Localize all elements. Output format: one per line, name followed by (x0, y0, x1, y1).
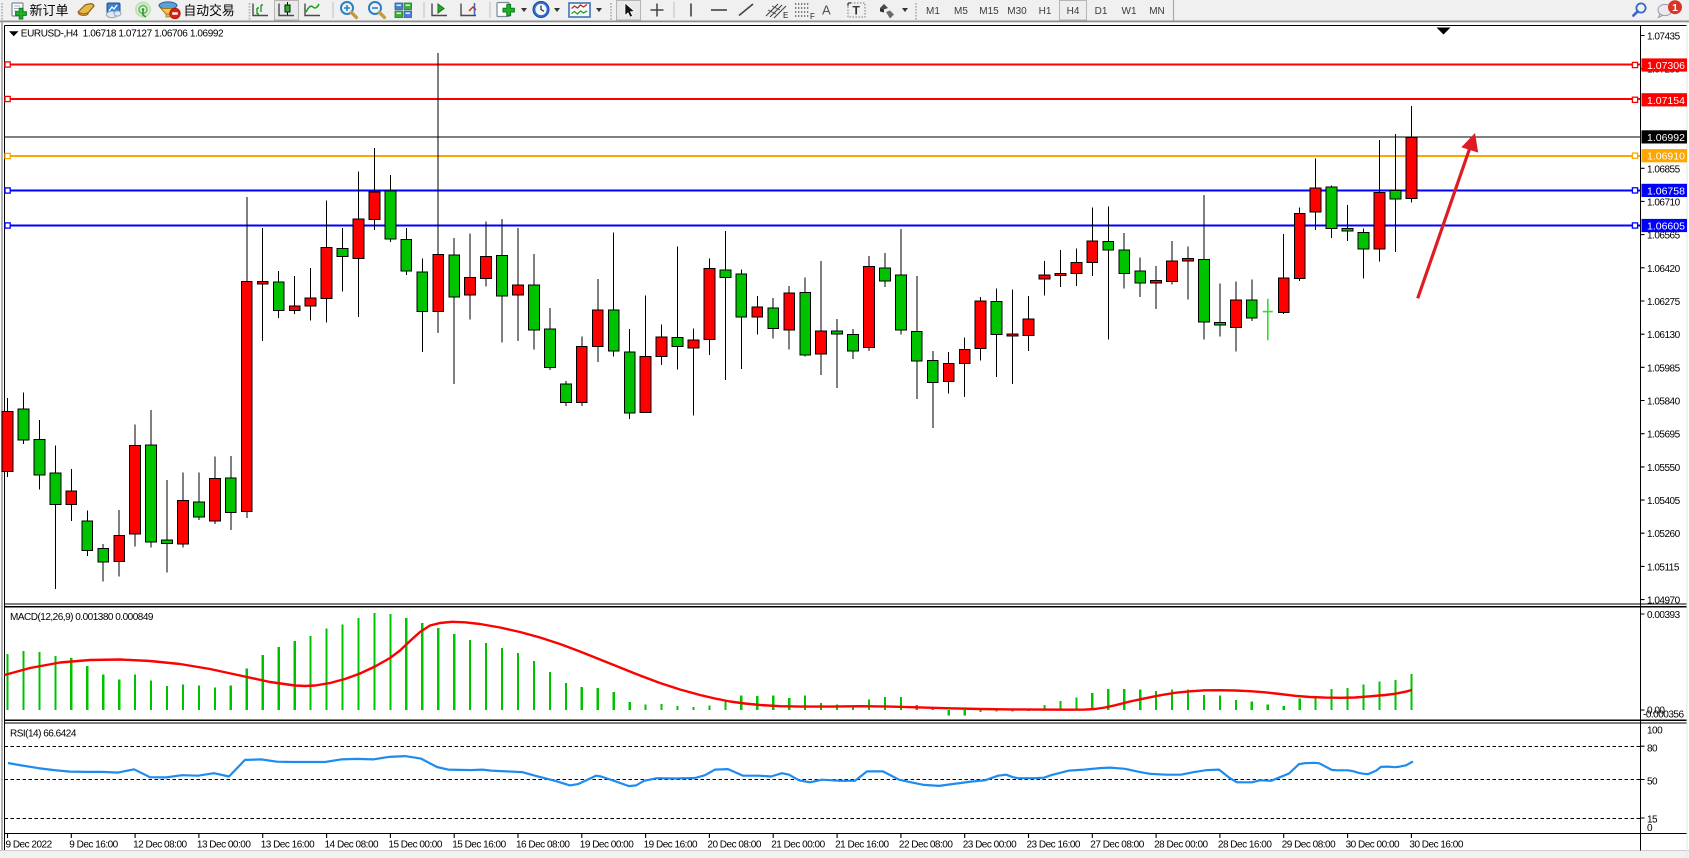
svg-text:30 Dec 16:00: 30 Dec 16:00 (1409, 840, 1463, 851)
svg-text:12 Dec 08:00: 12 Dec 08:00 (133, 840, 187, 851)
svg-text:E: E (783, 11, 788, 20)
svg-text:16 Dec 08:00: 16 Dec 08:00 (516, 840, 570, 851)
svg-text:27 Dec 08:00: 27 Dec 08:00 (1090, 840, 1144, 851)
svg-text:1.05260: 1.05260 (1647, 529, 1681, 540)
svg-text:M5: M5 (954, 6, 968, 17)
svg-text:50: 50 (1647, 776, 1658, 787)
svg-text:1: 1 (1672, 2, 1678, 14)
svg-text:1.05115: 1.05115 (1647, 562, 1680, 573)
svg-text:1.05695: 1.05695 (1647, 430, 1681, 441)
svg-text:H4: H4 (1067, 6, 1080, 17)
svg-text:28 Dec 16:00: 28 Dec 16:00 (1218, 840, 1272, 851)
svg-text:19 Dec 00:00: 19 Dec 00:00 (580, 840, 634, 851)
svg-text:D1: D1 (1095, 6, 1108, 17)
svg-text:1.06605: 1.06605 (1647, 221, 1685, 233)
svg-text:1.06710: 1.06710 (1647, 197, 1681, 208)
svg-text:22 Dec 08:00: 22 Dec 08:00 (899, 840, 953, 851)
svg-text:M15: M15 (979, 6, 999, 17)
svg-text:0.00: 0.00 (1647, 706, 1665, 717)
svg-text:23 Dec 00:00: 23 Dec 00:00 (963, 840, 1017, 851)
svg-text:M30: M30 (1007, 6, 1027, 17)
svg-text:20 Dec 08:00: 20 Dec 08:00 (707, 840, 761, 851)
svg-text:15: 15 (1647, 814, 1658, 825)
svg-text:1.06565: 1.06565 (1647, 231, 1681, 242)
svg-text:T: T (853, 4, 861, 18)
svg-text:15 Dec 16:00: 15 Dec 16:00 (452, 840, 506, 851)
svg-text:1.05405: 1.05405 (1647, 496, 1681, 507)
svg-text:RSI(14) 66.6424: RSI(14) 66.6424 (10, 729, 77, 740)
svg-text:29 Dec 08:00: 29 Dec 08:00 (1282, 840, 1336, 851)
svg-text:1.06855: 1.06855 (1647, 164, 1681, 175)
svg-text:30 Dec 00:00: 30 Dec 00:00 (1346, 840, 1400, 851)
svg-text:9 Dec 2022: 9 Dec 2022 (6, 840, 53, 851)
svg-text:15 Dec 00:00: 15 Dec 00:00 (388, 840, 442, 851)
svg-text:28 Dec 00:00: 28 Dec 00:00 (1154, 840, 1208, 851)
svg-text:W1: W1 (1122, 6, 1137, 17)
svg-text:1.06130: 1.06130 (1647, 330, 1681, 341)
svg-text:19 Dec 16:00: 19 Dec 16:00 (644, 840, 698, 851)
svg-text:-0.000356: -0.000356 (1643, 710, 1684, 721)
svg-text:23 Dec 16:00: 23 Dec 16:00 (1027, 840, 1081, 851)
svg-text:1.04970: 1.04970 (1647, 596, 1681, 607)
svg-text:1.06275: 1.06275 (1647, 297, 1681, 308)
svg-text:MN: MN (1149, 6, 1165, 17)
svg-text:1.07435: 1.07435 (1647, 32, 1681, 43)
svg-text:1.06910: 1.06910 (1647, 151, 1685, 163)
svg-text:21 Dec 00:00: 21 Dec 00:00 (771, 840, 825, 851)
svg-text:21 Dec 16:00: 21 Dec 16:00 (835, 840, 889, 851)
svg-text:13 Dec 00:00: 13 Dec 00:00 (197, 840, 251, 851)
svg-text:自动交易: 自动交易 (184, 3, 235, 18)
svg-text:1.06420: 1.06420 (1647, 264, 1681, 275)
svg-text:EURUSD-,H4 1.06718 1.07127 1.: EURUSD-,H4 1.06718 1.07127 1.06706 1.069… (21, 29, 224, 40)
svg-text:13 Dec 16:00: 13 Dec 16:00 (261, 840, 315, 851)
svg-text:0: 0 (1647, 823, 1653, 834)
svg-text:H1: H1 (1039, 6, 1052, 17)
svg-text:1.07154: 1.07154 (1647, 95, 1685, 107)
svg-text:1.05840: 1.05840 (1647, 397, 1681, 408)
svg-text:14 Dec 08:00: 14 Dec 08:00 (325, 840, 379, 851)
svg-text:M1: M1 (926, 6, 940, 17)
svg-text:0.00393: 0.00393 (1647, 610, 1681, 621)
svg-text:9 Dec 16:00: 9 Dec 16:00 (69, 840, 118, 851)
svg-text:1.05985: 1.05985 (1647, 363, 1681, 374)
svg-text:1.06758: 1.06758 (1647, 185, 1685, 197)
svg-text:MACD(12,26,9) 0.001380 0.00084: MACD(12,26,9) 0.001380 0.000849 (10, 612, 154, 623)
svg-text:80: 80 (1647, 744, 1658, 755)
svg-text:新订单: 新订单 (30, 3, 69, 18)
svg-text:A: A (822, 3, 831, 18)
svg-text:1.05550: 1.05550 (1647, 463, 1681, 474)
svg-text:100: 100 (1647, 726, 1663, 737)
svg-text:1.07306: 1.07306 (1647, 60, 1685, 72)
svg-text:1.06992: 1.06992 (1647, 132, 1685, 144)
svg-text:F: F (810, 12, 815, 21)
